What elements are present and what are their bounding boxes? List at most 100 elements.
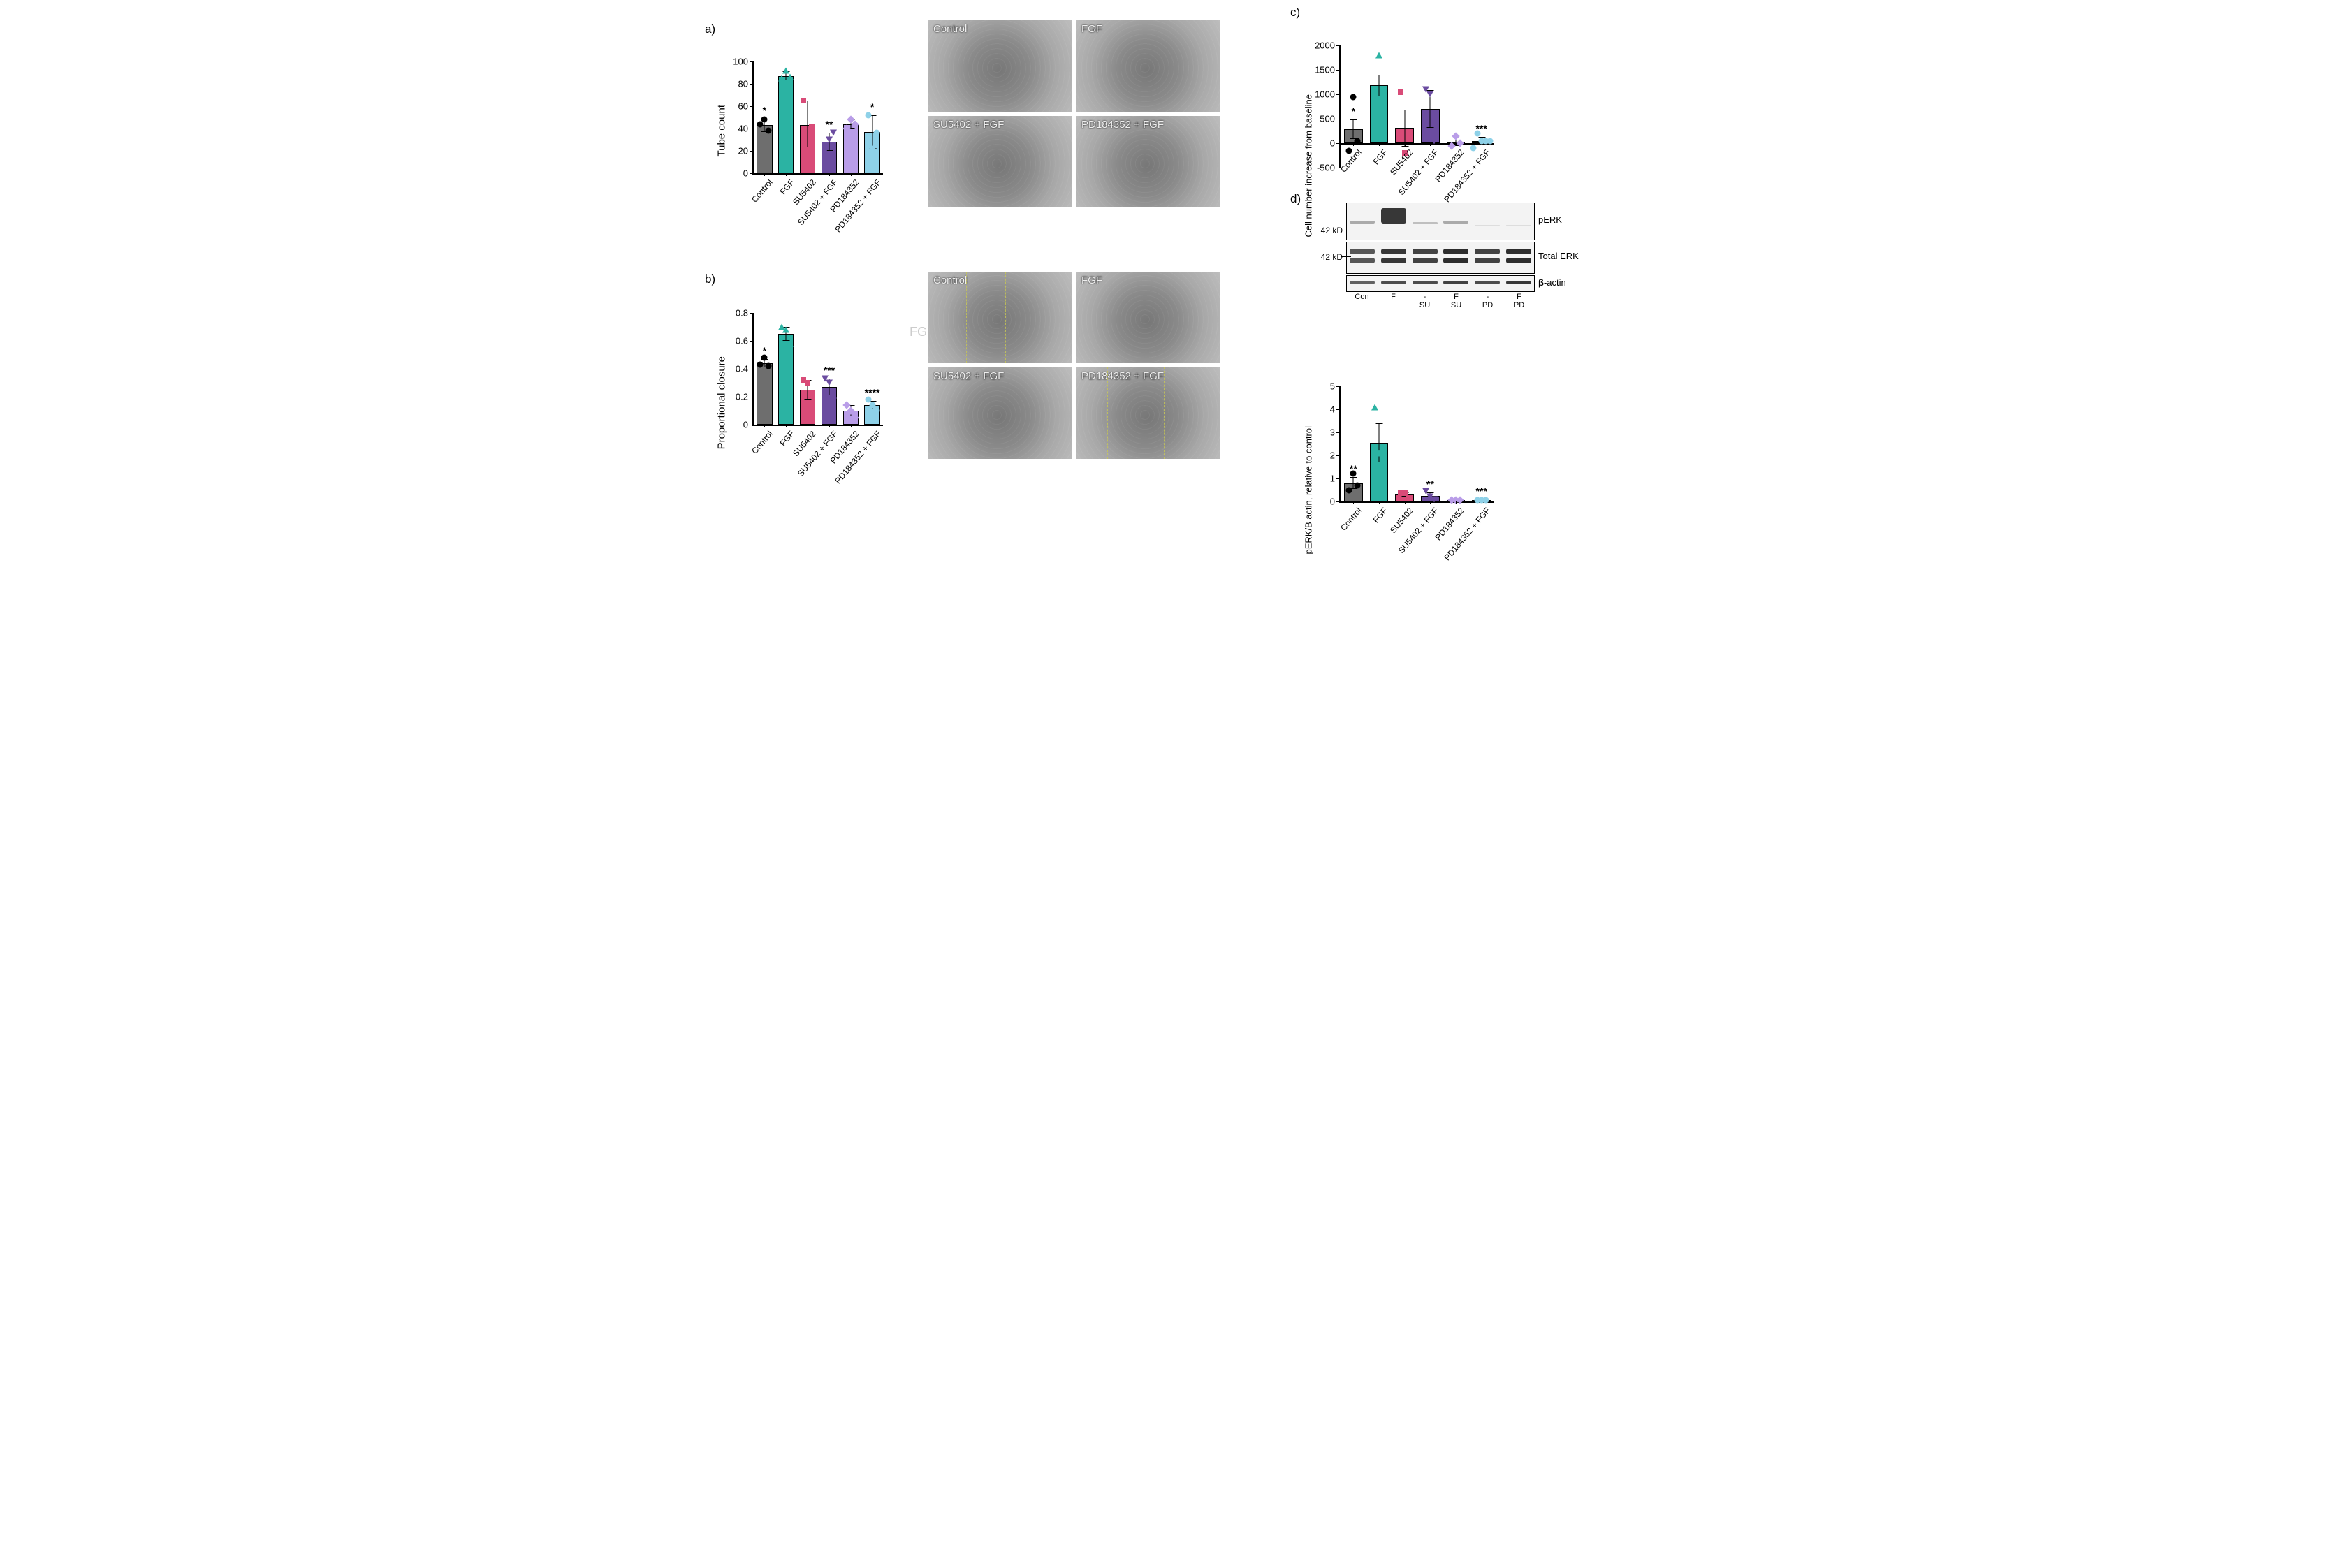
ytick-label: 100: [733, 57, 754, 67]
ytick-label: 0: [743, 168, 754, 179]
data-point: [1346, 487, 1352, 493]
micro-b-4: PD184352 + FGF: [1075, 367, 1220, 460]
micro-a-4: PD184352 + FGF: [1075, 115, 1220, 208]
blot-lane-label: -SU: [1419, 293, 1430, 309]
data-point: [782, 67, 789, 73]
data-point: [830, 130, 837, 136]
ytick-label: 500: [1320, 114, 1341, 124]
ytick-label: 40: [738, 124, 754, 134]
x-category-label: Control: [750, 177, 775, 205]
panel-d-chart: pERK/B actin, relative to control 012345…: [1311, 328, 1514, 524]
ytick-label: 0: [1330, 138, 1341, 149]
data-point: [766, 128, 772, 134]
figure-root: a) b) c) d) Tube count 020406080100*Cont…: [703, 0, 1640, 629]
panel-a-plot: 020406080100*ControlFGFSU5402**SU5402 + …: [752, 61, 883, 175]
data-point: [1452, 132, 1459, 140]
x-category-label: Control: [750, 429, 775, 456]
ytick-label: 60: [738, 101, 754, 112]
data-point: [1350, 94, 1357, 100]
micro-b-3: SU5402 + FGF: [927, 367, 1072, 460]
panel-d-plot: 012345**ControlFGFSU5402**SU5402 + FGFPD…: [1339, 386, 1494, 503]
ytick-label: 4: [1330, 404, 1341, 415]
mw-label-2: 42 kD: [1321, 252, 1347, 262]
x-category-label: Control: [1338, 506, 1364, 533]
x-category-label: FGF: [778, 429, 796, 448]
data-point: [830, 398, 837, 404]
significance-marker: ***: [1475, 123, 1487, 134]
data-point: [787, 74, 794, 80]
panel-a-ylabel: Tube count: [716, 105, 728, 157]
micro-b-2: FGF: [1075, 271, 1220, 364]
panel-b-ghost-text: FG: [910, 325, 927, 339]
significance-marker: *: [870, 101, 874, 112]
x-category-label: PD184352 + FGF: [1442, 147, 1491, 204]
data-point: [1375, 450, 1382, 456]
micro-a-2: FGF: [1075, 20, 1220, 112]
data-point: [766, 363, 772, 369]
blot-lane-labels: ConF-SUFSU-PDFPD: [1346, 293, 1535, 314]
significance-marker: **: [825, 119, 833, 130]
data-point: [865, 112, 871, 118]
x-category-label: FGF: [1371, 506, 1389, 525]
data-point: [822, 148, 829, 154]
ytick-label: 2000: [1315, 41, 1341, 51]
ytick-label: 5: [1330, 381, 1341, 392]
ytick-label: 0.6: [736, 336, 754, 346]
x-category-label: FGF: [778, 177, 796, 196]
panel-c-plot: -5000500100015002000*ControlFGFSU5402SU5…: [1339, 45, 1494, 168]
ytick-label: 1: [1330, 474, 1341, 484]
micro-a-2-caption: FGF: [1081, 23, 1102, 35]
data-point: [1371, 404, 1378, 410]
ytick-label: 2: [1330, 450, 1341, 461]
panel-b-image-grid: Control FGF SU5402 + FGF PD184352 + FGF: [927, 271, 1220, 460]
micro-b-1: Control: [927, 271, 1072, 364]
blot-lane-label: FSU: [1451, 293, 1461, 309]
data-point: [1431, 138, 1438, 144]
significance-marker: ****: [865, 387, 880, 398]
blot-label-totalerk: Total ERK: [1534, 251, 1579, 261]
data-point: [1426, 91, 1433, 98]
micro-a-3: SU5402 + FGF: [927, 115, 1072, 208]
bar-fgf: [778, 334, 794, 425]
micro-a-1: Control: [927, 20, 1072, 112]
data-point: [1398, 89, 1403, 95]
panel-b-ylabel: Proportional closure: [716, 356, 728, 449]
significance-marker: **: [1426, 478, 1434, 490]
data-point: [873, 130, 879, 136]
data-point: [757, 362, 764, 368]
data-point: [809, 405, 815, 411]
significance-marker: *: [763, 105, 766, 116]
data-point: [761, 117, 768, 123]
data-point: [1380, 464, 1387, 470]
micro-a-4-caption: PD184352 + FGF: [1081, 119, 1164, 131]
blot-row-totalerk: 42 kD Total ERK: [1346, 242, 1535, 274]
mw-label-1: 42 kD: [1321, 226, 1347, 235]
panel-d-blot: 42 kD pERK 42 kD Total ERK β-actin ConF-…: [1311, 203, 1535, 321]
blot-lane-label: FPD: [1514, 293, 1524, 309]
blot-label-perk: pERK: [1534, 214, 1562, 225]
micro-b-2-caption: FGF: [1081, 274, 1102, 286]
blot-lane-label: F: [1391, 293, 1396, 302]
micro-b-1-caption: Control: [933, 274, 967, 286]
data-point: [1371, 91, 1378, 98]
significance-marker: **: [1350, 463, 1357, 474]
blot-row-perk: 42 kD pERK: [1346, 203, 1535, 240]
data-point: [1456, 497, 1464, 504]
significance-marker: *: [1352, 105, 1355, 117]
ytick-label: 0.2: [736, 392, 754, 402]
data-point: [1487, 138, 1493, 144]
ytick-label: 1500: [1315, 65, 1341, 75]
panel-d-ylabel: pERK/B actin, relative to control: [1304, 426, 1314, 555]
micro-a-3-caption: SU5402 + FGF: [933, 119, 1004, 131]
panel-label-c: c): [1290, 6, 1300, 20]
panel-label-b: b): [705, 272, 715, 286]
ytick-label: 0: [743, 420, 754, 430]
panel-label-d: d): [1290, 192, 1301, 206]
data-point: [826, 380, 833, 386]
data-point: [778, 75, 785, 82]
ytick-label: 0: [1330, 497, 1341, 507]
panel-b-chart: Proportional closure 00.20.40.60.8*Contr…: [724, 265, 892, 447]
x-category-label: FGF: [1371, 147, 1389, 166]
panel-a-chart: Tube count 020406080100*ControlFGFSU5402…: [724, 14, 892, 196]
data-point: [805, 147, 810, 152]
